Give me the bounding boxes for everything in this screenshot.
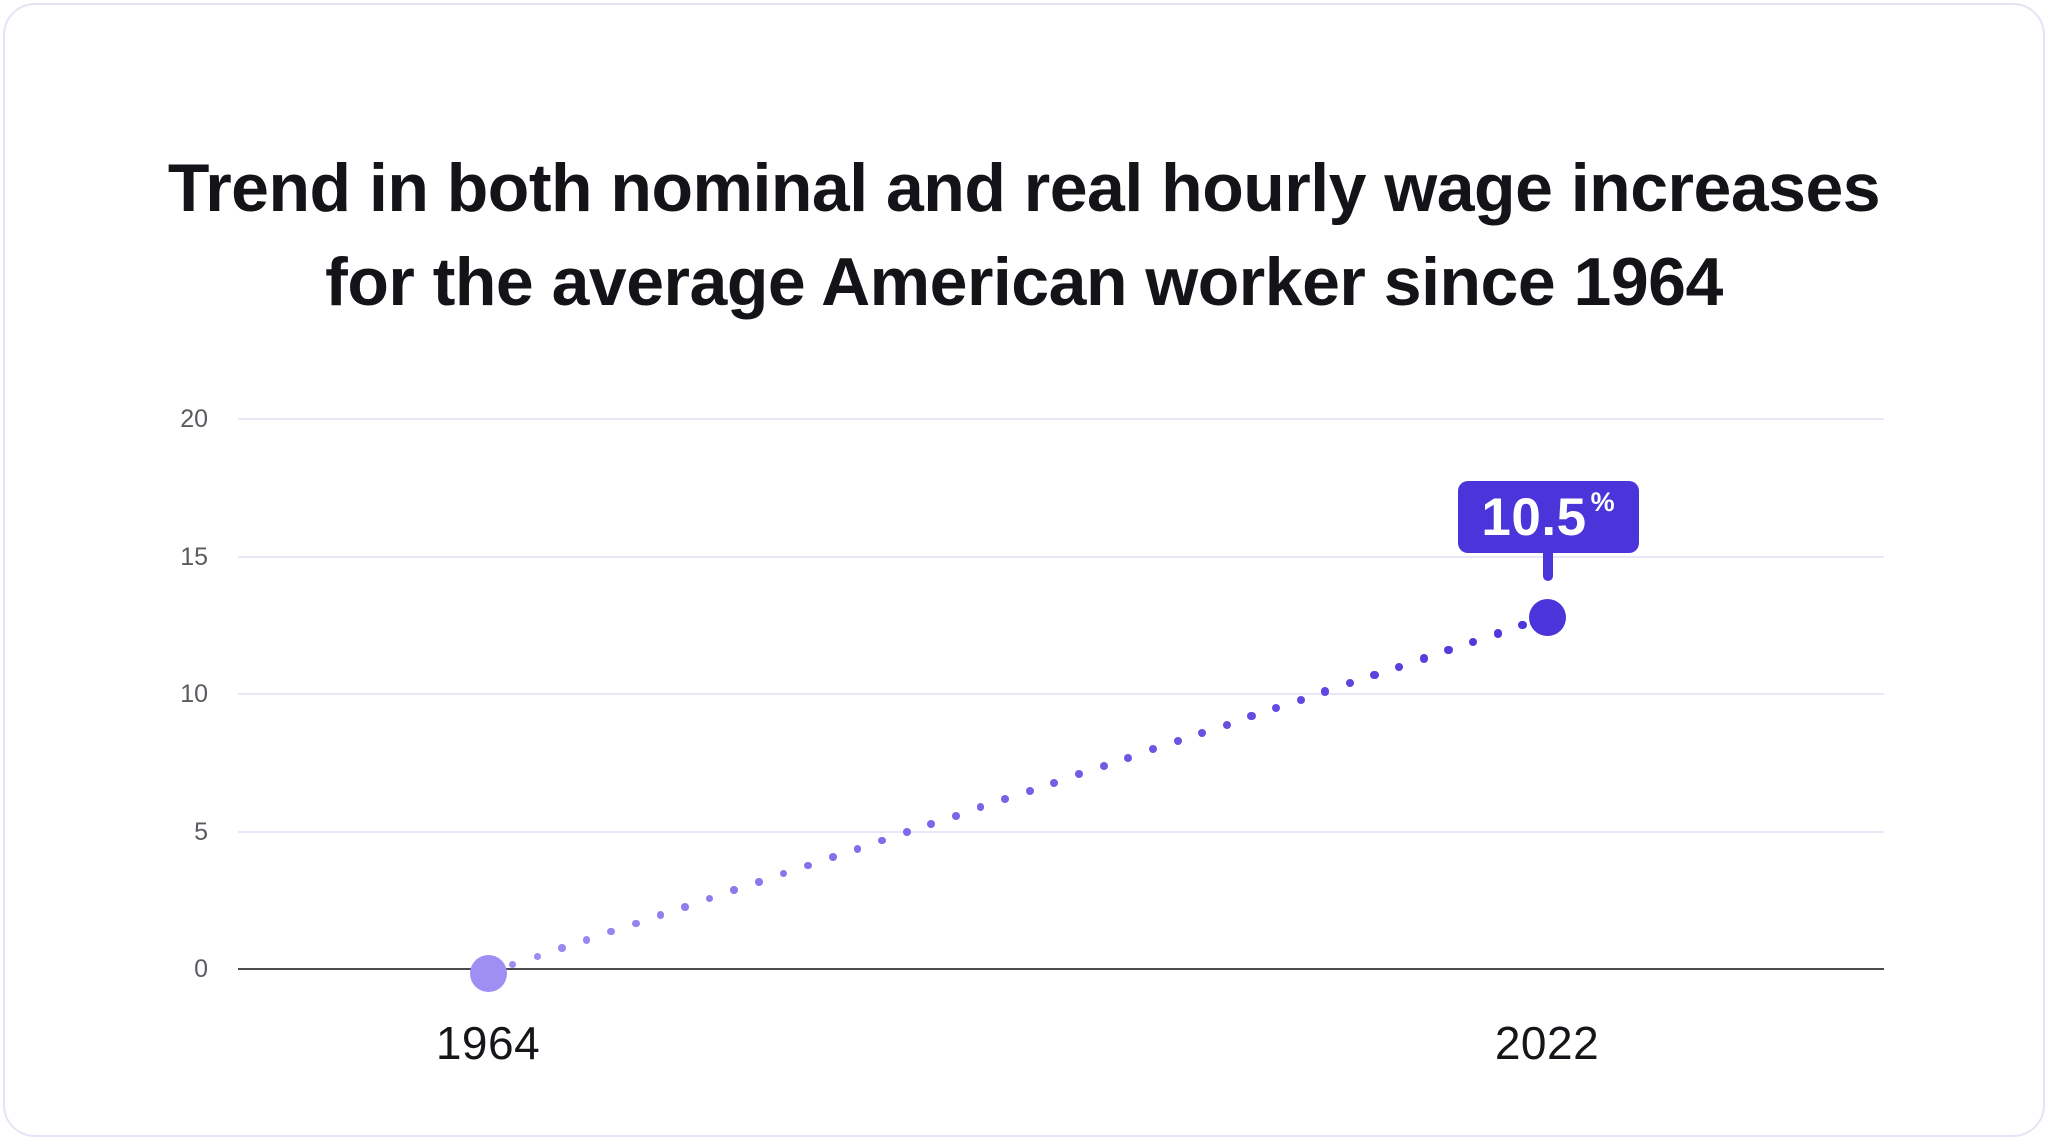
x-axis-label-1964: 1964 (435, 1017, 541, 1069)
value-callout-badge: 10.5 % (1457, 481, 1639, 553)
trend-dot (558, 944, 566, 952)
trend-dot (952, 811, 960, 820)
trend-dot (927, 820, 936, 828)
chart-title-line-2: for the average American worker since 19… (325, 243, 1723, 320)
trend-dot (779, 869, 788, 878)
trend-dot (607, 927, 615, 936)
trend-dot (1444, 645, 1453, 655)
trend-dot (902, 828, 911, 837)
trend-dot (1001, 795, 1010, 804)
trend-dotted-line (5, 5, 2043, 1135)
y-tick-label-0: 0 (194, 955, 208, 983)
chart-title-line-1: Trend in both nominal and real hourly wa… (167, 149, 1881, 226)
trend-dot (1419, 654, 1428, 663)
trend-dot (1395, 662, 1404, 671)
trend-dot (533, 952, 541, 961)
trend-dot (582, 936, 591, 944)
trend-dot (1148, 745, 1157, 754)
wage-trend-chart: 0 5 10 15 20 1964 2022 10.5 % (5, 5, 2043, 1135)
gridline-10 (238, 693, 1884, 695)
y-tick-label-10: 10 (180, 680, 208, 708)
trend-dot (1345, 679, 1355, 688)
trend-dot (1124, 753, 1133, 762)
gridline-15 (238, 555, 1884, 558)
trend-dot (1247, 712, 1256, 721)
trend-dot (1025, 786, 1034, 795)
trend-dot (1272, 703, 1281, 713)
y-tick-label-15: 15 (180, 542, 208, 571)
trend-dot (976, 803, 985, 812)
trend-dot (853, 844, 862, 853)
gridline-20 (238, 418, 1884, 420)
trend-dot (804, 861, 812, 870)
trend-dot (656, 911, 665, 919)
trend-dot (1321, 687, 1330, 696)
chart-title: Trend in both nominal and real hourly wa… (5, 141, 2043, 329)
trend-dot (1518, 621, 1527, 630)
data-point-2022 (1528, 598, 1566, 636)
callout-percent-sign: % (1590, 486, 1615, 517)
trend-dot (1493, 629, 1502, 638)
data-point-1964 (469, 954, 507, 992)
trend-dot (508, 961, 517, 969)
trend-dot (755, 878, 763, 886)
trend-dot (730, 886, 739, 895)
trend-dot (1075, 770, 1084, 779)
trend-dot (631, 919, 640, 928)
trend-dot (681, 902, 689, 911)
trend-dot (1198, 728, 1207, 737)
x-axis-zero-line (238, 968, 1884, 970)
trend-dot (1296, 695, 1305, 704)
chart-card: Trend in both nominal and real hourly wa… (3, 3, 2045, 1137)
trend-dot (1222, 720, 1231, 729)
x-axis-label-2022: 2022 (1494, 1017, 1600, 1069)
trend-dot (1370, 670, 1379, 680)
trend-dot (705, 894, 714, 903)
callout-pointer-stem (1543, 547, 1553, 581)
trend-dot (1468, 637, 1478, 646)
callout-value: 10.5 (1481, 487, 1587, 547)
trend-dot (878, 836, 886, 845)
trend-dot (1050, 778, 1059, 787)
trend-dot (1173, 737, 1182, 746)
trend-dot (1099, 762, 1108, 770)
y-tick-label-20: 20 (180, 405, 208, 433)
trend-dot (828, 853, 837, 861)
gridline-5 (238, 830, 1884, 833)
y-tick-label-5: 5 (194, 817, 208, 846)
